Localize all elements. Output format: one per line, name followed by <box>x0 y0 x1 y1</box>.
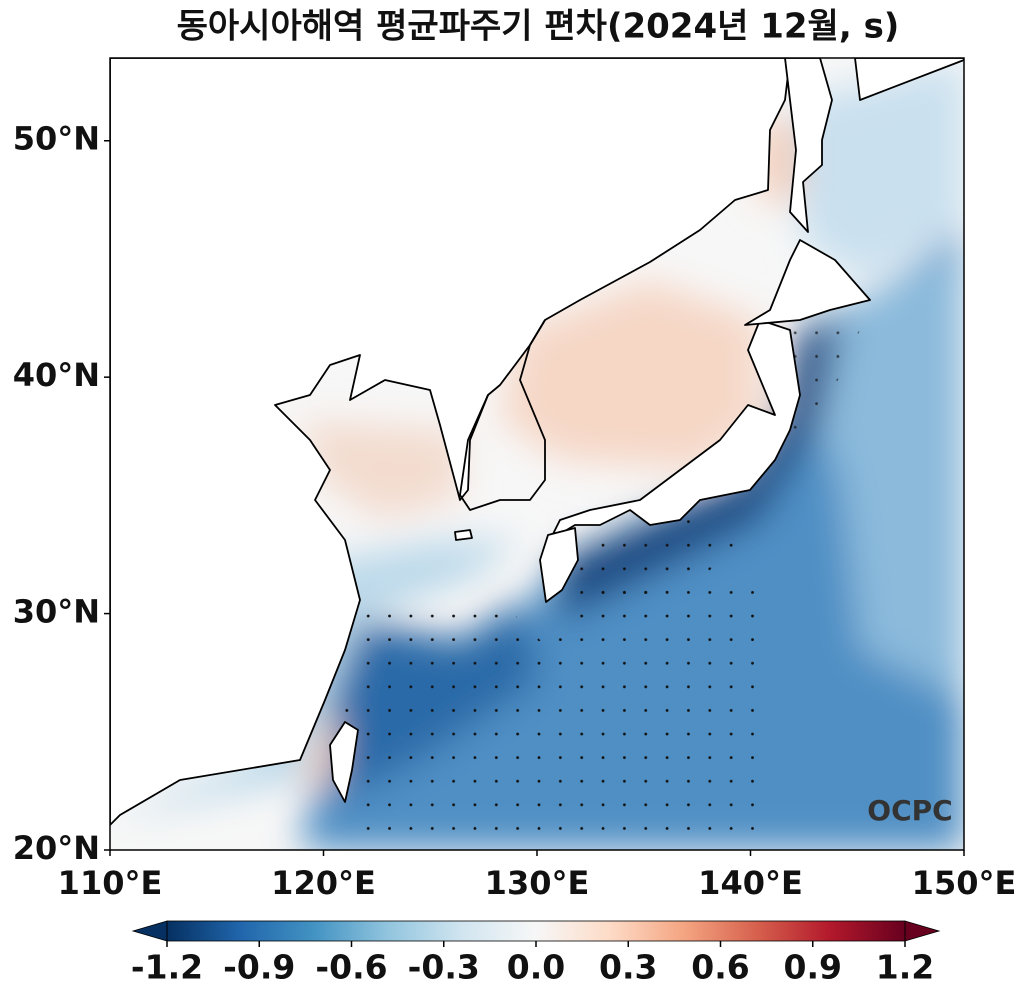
colorbar-tick-label: 0.9 <box>784 948 842 987</box>
y-tick-label: 40°N <box>13 356 100 394</box>
x-tick-label: 130°E <box>485 864 590 902</box>
colorbar-tick-label: 0.3 <box>599 948 657 987</box>
land-kyushu <box>539 527 579 603</box>
land-taiwan <box>329 721 359 803</box>
x-tick-label: 140°E <box>698 864 803 902</box>
land-asia <box>110 58 791 826</box>
colorbar-extend-min <box>131 920 168 942</box>
map-field: OCPC <box>110 58 964 850</box>
coast-korea <box>459 319 546 511</box>
colorbar-tick-label: 0.0 <box>507 948 565 987</box>
y-tick-label: 50°N <box>13 120 100 158</box>
x-tick-label: 120°E <box>271 864 376 902</box>
colorbar-tick-label: 0.6 <box>691 948 749 987</box>
y-tick-label: 20°N <box>13 829 100 867</box>
land-honshu <box>549 319 801 541</box>
colorbar-extend-max <box>904 920 941 942</box>
colorbar-tick-label: 1.2 <box>876 948 934 987</box>
colorbar-tick-label: -0.3 <box>408 948 480 987</box>
land-jeju <box>454 529 473 541</box>
x-tick-label: 150°E <box>912 864 1017 902</box>
land-kamchatka <box>854 58 964 101</box>
colorbar <box>167 921 905 941</box>
land-sakhalin <box>784 58 833 233</box>
colorbar-tick-label: -0.6 <box>315 948 387 987</box>
y-tick-label: 30°N <box>13 593 100 631</box>
x-tick-label: 110°E <box>58 864 163 902</box>
colorbar-tick-label: -1.2 <box>131 948 203 987</box>
land-hokkaido <box>744 239 871 326</box>
watermark: OCPC <box>867 794 952 827</box>
map-title: 동아시아해역 평균파주기 편차(2024년 12월, s) <box>177 7 900 47</box>
colorbar-tick-label: -0.9 <box>223 948 295 987</box>
